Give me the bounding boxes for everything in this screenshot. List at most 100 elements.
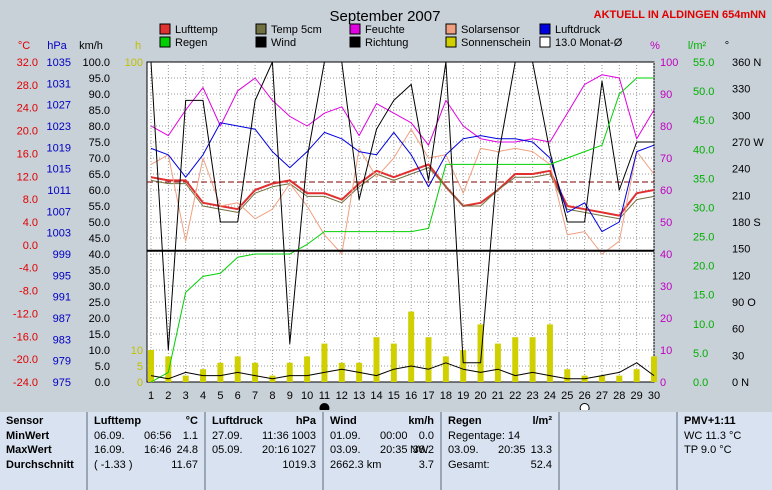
legend-label: Temp 5cm	[271, 24, 322, 36]
direction-tick-label: 0 N	[732, 377, 749, 389]
lufttemp-min-date: 06.09.	[94, 429, 125, 442]
regen-max-date: 03.09.	[448, 444, 479, 456]
wind-min-date: 01.09.	[330, 429, 361, 442]
sunshine-bar	[217, 362, 224, 382]
wind-tick-label: 25.0	[89, 297, 110, 309]
rain-tick-label: 40.0	[693, 144, 714, 156]
direction-tick-label: 180 S	[732, 217, 761, 229]
x-tick-label: 22	[509, 390, 521, 402]
x-tick-label: 21	[492, 390, 504, 402]
legend-label: Sonnenschein	[461, 37, 531, 49]
wind-unit-label: km/h	[408, 415, 434, 427]
legend-swatch	[159, 36, 171, 48]
sunshine-bar	[564, 369, 571, 382]
hours-top-label: 100	[125, 57, 143, 69]
x-tick-label: 19	[457, 390, 469, 402]
pmv-windchill: WC 11.3 °C	[684, 429, 742, 442]
stats-pmv-panel: PMV+1:11 WC 11.3 °C TP 9.0 °C	[678, 412, 772, 490]
wind-unit: km/h	[79, 40, 103, 52]
stats-empty-panel	[560, 412, 678, 490]
lufttemp-avg-value: 11.67	[171, 458, 198, 471]
x-tick-label: 20	[474, 390, 486, 402]
pressure-tick-label: 979	[53, 356, 71, 368]
luftdruck-max-value: 1027	[291, 444, 316, 456]
sunshine-bar	[442, 356, 449, 382]
sunshine-bar	[304, 356, 311, 382]
sunshine-bar	[321, 343, 328, 382]
wind-tick-label: 70.0	[89, 153, 110, 165]
percent-tick-label: 80	[660, 121, 672, 133]
pressure-tick-label: 1027	[47, 100, 71, 112]
lufttemp-min-value: 1.1	[182, 429, 198, 442]
legend-swatch	[159, 23, 171, 35]
percent-tick-label: 100	[660, 57, 678, 69]
direction-tick-label: 210	[732, 190, 750, 202]
row-label-min: MinWert	[6, 429, 50, 442]
regen-total-label: Gesamt:	[448, 458, 490, 471]
rain-unit: l/m²	[688, 40, 707, 52]
legend-swatch	[539, 23, 551, 35]
wind-tick-label: 55.0	[89, 201, 110, 213]
sunshine-bar	[651, 356, 657, 382]
lufttemp-min-time: 06:56	[144, 429, 172, 442]
pressure-tick-label: 1019	[47, 142, 71, 154]
x-tick-label: 24	[544, 390, 556, 402]
pressure-tick-label: 975	[53, 377, 71, 389]
x-tick-label: 26	[578, 390, 590, 402]
pressure-tick-label: 1003	[47, 228, 71, 240]
lufttemp-header: Lufttemp	[94, 415, 142, 427]
sunshine-bar	[633, 369, 640, 382]
luftdruck-header: Luftdruck	[212, 415, 263, 427]
moon-full-icon	[579, 403, 590, 410]
direction-tick-label: 330	[732, 84, 750, 96]
percent-tick-label: 50	[660, 217, 672, 229]
temp-tick-label: -4.0	[19, 263, 38, 275]
pressure-tick-label: 987	[53, 313, 71, 325]
legend-label: Regen	[175, 37, 207, 49]
wind-tick-label: 50.0	[89, 217, 110, 229]
sunshine-bar	[338, 362, 345, 382]
wind-tick-label: 75.0	[89, 137, 110, 149]
lufttemp-avg-note: ( -1.33 )	[94, 458, 133, 471]
legend-swatch	[349, 36, 361, 48]
x-tick-label: 28	[613, 390, 625, 402]
sunshine-bar	[512, 337, 519, 382]
temp-tick-label: -8.0	[19, 286, 38, 298]
wind-distance: 2662.3 km	[330, 458, 382, 471]
x-tick-label: 11	[319, 390, 330, 402]
rain-tick-label: 35.0	[693, 173, 714, 185]
rain-tick-label: 55.0	[693, 57, 714, 69]
wind-tick-label: 95.0	[89, 73, 110, 85]
rain-tick-label: 25.0	[693, 232, 714, 244]
direction-tick-label: 30	[732, 350, 744, 362]
temp-tick-label: -16.0	[13, 331, 38, 343]
legend-label: 13.0 Monat-Ø	[555, 37, 623, 49]
sunshine-bar	[286, 362, 293, 382]
legend-label: Richtung	[365, 37, 408, 49]
temp-tick-label: 28.0	[17, 80, 38, 92]
x-axis-ticks: 1 2 3 4 5 6 7 8 9 10 11 12 13 14 15 16 17 18 19 20 21 22 23 24 2…	[148, 390, 660, 402]
legend-label: Feuchte	[365, 24, 405, 36]
x-tick-label: 27	[596, 390, 608, 402]
wind-min-value: 0.0	[418, 429, 434, 442]
regen-max-time: 20:35	[498, 444, 526, 456]
lufttemp-max-time: 16:46	[144, 444, 172, 456]
temp-tick-label: 20.0	[17, 126, 38, 138]
percent-tick-label: 10	[660, 345, 672, 357]
temp-tick-label: 16.0	[17, 148, 38, 160]
x-tick-label: 23	[526, 390, 538, 402]
rain-tick-label: 0.0	[693, 377, 708, 389]
pmv-header: PMV+1:11	[684, 415, 736, 427]
x-tick-label: 6	[235, 390, 241, 402]
rain-tick-label: 5.0	[693, 348, 708, 360]
wind-tick-label: 45.0	[89, 233, 110, 245]
wind-tick-label: 10.0	[89, 345, 110, 357]
sensor-header: Sensor	[6, 415, 44, 427]
pressure-tick-label: 983	[53, 334, 71, 346]
hours-tick-label: 0	[137, 377, 143, 389]
sunshine-bar	[234, 356, 241, 382]
direction-tick-label: 150	[732, 244, 750, 256]
legend-swatch	[539, 36, 551, 48]
stats-luftdruck-panel: Luftdruck hPa 27.09. 11:36 1003 05.09. 20:16…	[206, 412, 324, 490]
